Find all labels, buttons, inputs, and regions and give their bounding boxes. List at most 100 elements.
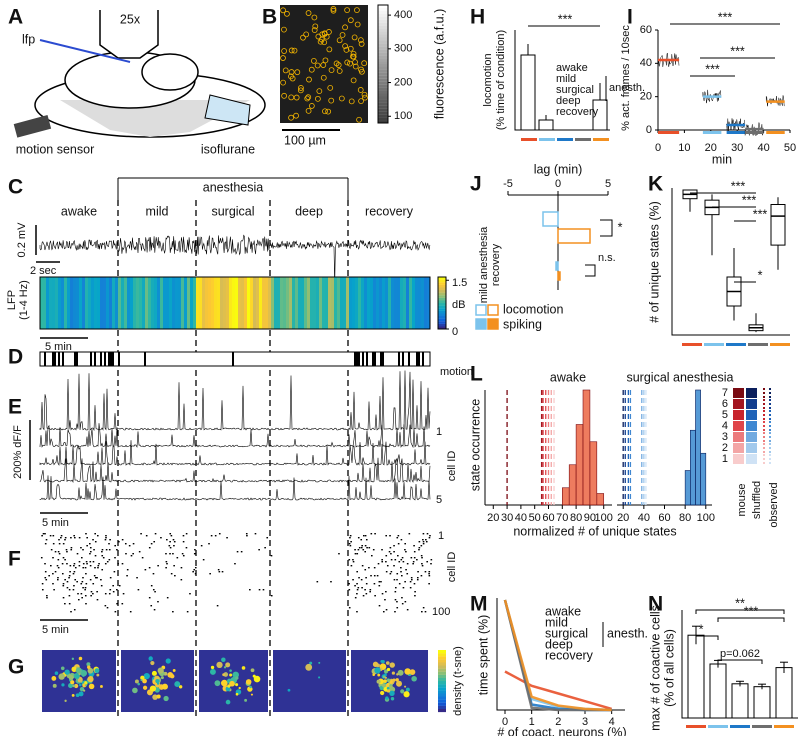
roi	[320, 62, 327, 68]
spike	[218, 571, 221, 573]
colorbar-cell	[438, 693, 446, 697]
significance: ***	[742, 193, 757, 207]
lfp-power-cell	[295, 277, 299, 329]
motion-epoch	[104, 352, 106, 366]
tsne-density	[229, 669, 232, 672]
lfp-power-cell	[181, 277, 185, 329]
condition-label: awake	[61, 204, 97, 218]
lag-bar	[557, 228, 591, 244]
roi	[325, 108, 332, 115]
roi	[294, 69, 301, 76]
panel-letter: F	[8, 548, 21, 571]
colorbar-cell	[378, 37, 388, 41]
spike	[102, 557, 105, 559]
motion-epoch	[110, 352, 112, 366]
spike	[50, 565, 52, 567]
spike	[90, 595, 92, 597]
roi	[317, 38, 324, 45]
lfp-power-cell	[91, 277, 95, 329]
spike	[421, 563, 423, 565]
spike	[66, 581, 69, 583]
tsne-density	[75, 693, 80, 698]
spike	[350, 565, 353, 567]
spike	[73, 609, 76, 611]
lfp-trace	[39, 234, 431, 286]
tsne-density	[174, 681, 181, 687]
spike	[84, 587, 87, 589]
tsne-density	[391, 671, 395, 675]
hist-title: surgical anesthesia	[626, 370, 733, 384]
spike	[92, 539, 94, 541]
panel-letter: H	[470, 6, 485, 29]
x-tick-label: 50	[784, 142, 796, 154]
lfp-power-cell	[331, 277, 335, 329]
spike	[402, 587, 405, 589]
spike	[89, 579, 92, 581]
legend-entry: awake	[556, 62, 588, 74]
lfp-power-cell	[154, 277, 158, 329]
spike	[425, 539, 427, 541]
tsne-density	[400, 689, 405, 694]
spike	[420, 545, 423, 547]
spike	[150, 585, 153, 587]
lfp-power-cell	[130, 277, 134, 329]
spike	[165, 567, 167, 569]
lfp-power-cell	[304, 277, 308, 329]
axis	[657, 30, 790, 131]
lfp-power-cell	[151, 277, 155, 329]
tsne-density	[52, 683, 57, 688]
condition-label: surgical	[211, 204, 254, 218]
lfp-power-cell	[385, 277, 389, 329]
roi	[293, 94, 300, 101]
x-tick-label: 40	[515, 512, 527, 524]
spike	[354, 549, 356, 551]
spike	[85, 561, 88, 563]
label: density (t-sne)	[452, 646, 464, 716]
condition-strip	[593, 138, 609, 141]
spike	[413, 551, 416, 553]
condition-strip	[704, 343, 724, 346]
spike	[414, 591, 416, 593]
tsne-density	[71, 693, 75, 697]
lfp-power-cell	[136, 277, 140, 329]
spike	[381, 549, 383, 551]
colorbar-cell	[378, 49, 388, 53]
spike	[356, 553, 359, 555]
spike	[358, 547, 361, 549]
colorbar-cell	[438, 305, 446, 309]
spike	[400, 539, 403, 541]
spike	[85, 603, 87, 605]
legend-entry: 5	[722, 409, 728, 421]
spike	[96, 591, 98, 593]
spike	[365, 577, 367, 579]
spike	[365, 583, 368, 585]
tsne-density	[78, 656, 83, 661]
x-tick-label: 100	[697, 512, 715, 524]
lfp-power-cell	[43, 277, 47, 329]
label: 5 min	[42, 517, 69, 529]
roi	[293, 112, 299, 119]
calcium-trace	[39, 440, 431, 466]
spike	[410, 577, 413, 579]
spike	[182, 535, 185, 537]
lfp-power-cell	[388, 277, 392, 329]
roi	[336, 37, 343, 44]
spike	[69, 571, 71, 573]
spike	[354, 585, 356, 587]
spike	[352, 559, 354, 561]
tsne-density	[253, 675, 261, 683]
roi	[347, 17, 354, 24]
spike	[405, 569, 407, 571]
lfp-power-cell	[163, 277, 167, 329]
condition-strip	[770, 343, 790, 346]
spike	[349, 535, 352, 537]
colorbar-cell	[378, 66, 388, 70]
panel-letter: G	[8, 656, 24, 679]
colorbar-cell	[438, 282, 446, 285]
lfp-power-cell	[319, 277, 323, 329]
legend-swatch	[475, 318, 487, 330]
x-tick-label: 0	[555, 178, 561, 190]
bar	[709, 663, 727, 719]
spike	[96, 577, 98, 579]
